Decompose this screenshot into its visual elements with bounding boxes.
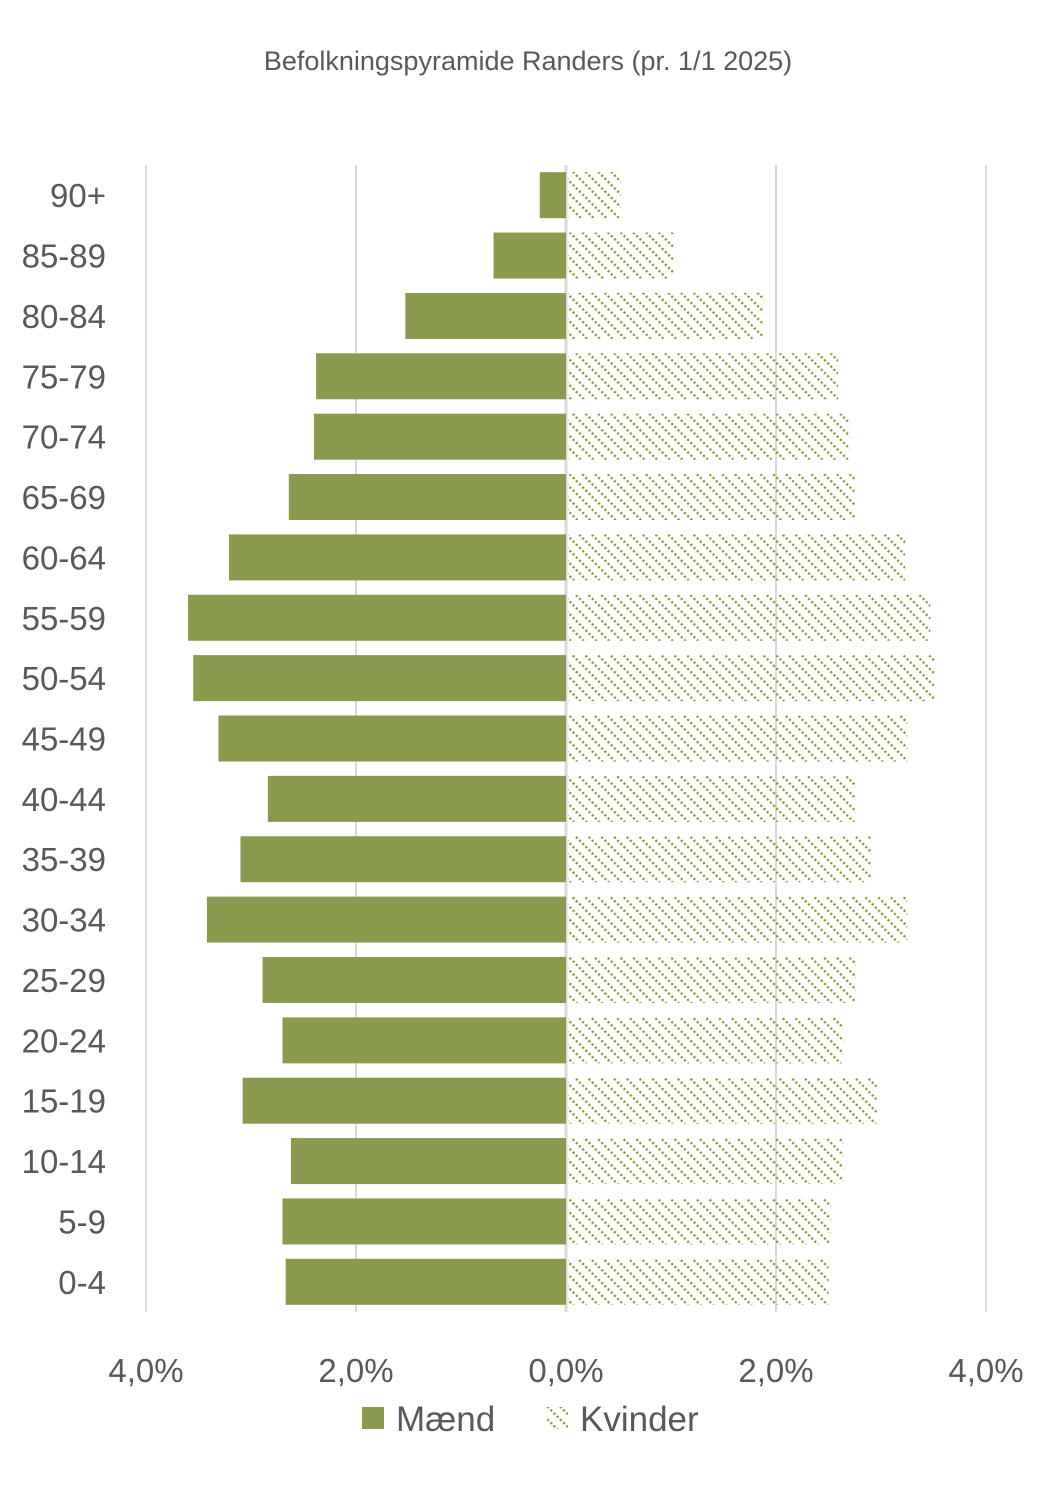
legend-swatch-kvinder [546, 1407, 568, 1429]
bar-maend [314, 413, 566, 460]
bar-maend [282, 1017, 566, 1064]
bar-kvinder [568, 956, 856, 1003]
x-tick-label: 4,0% [108, 1352, 183, 1389]
bar-maend [405, 292, 566, 339]
category-label: 55-59 [22, 600, 106, 637]
category-label: 45-49 [22, 721, 106, 758]
bar-kvinder [568, 172, 621, 219]
bar-maend [282, 1198, 566, 1245]
bar-maend [316, 353, 566, 400]
bar-kvinder [568, 775, 856, 822]
bar-maend [228, 534, 566, 581]
bar-kvinder [568, 1138, 844, 1185]
category-label: 25-29 [22, 962, 106, 999]
legend-label-maend: Mænd [396, 1400, 495, 1439]
category-label: 40-44 [22, 781, 106, 818]
category-label: 50-54 [22, 660, 106, 697]
bar-kvinder [568, 413, 850, 460]
bar-maend [206, 896, 566, 943]
category-label: 15-19 [22, 1083, 106, 1120]
category-label: 80-84 [22, 298, 106, 335]
bar-kvinder [568, 534, 906, 581]
bar-kvinder [568, 896, 908, 943]
category-label: 30-34 [22, 902, 106, 939]
bar-maend [288, 474, 566, 521]
bar-kvinder [568, 655, 935, 702]
bar-kvinder [568, 232, 675, 279]
chart-title: Befolkningspyramide Randers (pr. 1/1 202… [264, 46, 792, 76]
bar-maend [267, 775, 566, 822]
bar-kvinder [568, 1258, 829, 1305]
bar-maend [285, 1258, 566, 1305]
bar-kvinder [568, 292, 764, 339]
category-label: 90+ [50, 177, 106, 214]
bar-maend [193, 655, 566, 702]
bar-kvinder [568, 594, 931, 641]
x-tick-label: 2,0% [738, 1352, 813, 1389]
category-label: 70-74 [22, 419, 106, 456]
x-tick-label: 4,0% [948, 1352, 1023, 1389]
bar-maend [218, 715, 566, 762]
legend: Mænd Kvinder [362, 1400, 699, 1439]
bar-maend [188, 594, 566, 641]
category-label: 65-69 [22, 479, 106, 516]
bar-maend [290, 1138, 566, 1185]
category-label: 85-89 [22, 238, 106, 275]
category-label: 75-79 [22, 358, 106, 395]
bar-maend [539, 172, 566, 219]
bar-kvinder [568, 474, 855, 521]
bar-maend [240, 836, 566, 883]
bar-kvinder [568, 1077, 877, 1124]
category-label: 20-24 [22, 1022, 106, 1059]
category-label: 0-4 [58, 1264, 106, 1301]
x-tick-label: 2,0% [318, 1352, 393, 1389]
category-label: 35-39 [22, 841, 106, 878]
bar-kvinder [568, 1198, 831, 1245]
legend-label-kvinder: Kvinder [580, 1400, 699, 1439]
bar-maend [242, 1077, 566, 1124]
bar-kvinder [568, 836, 872, 883]
bar-kvinder [568, 1017, 844, 1064]
legend-swatch-maend [362, 1407, 384, 1429]
bar-kvinder [568, 353, 838, 400]
x-tick-label: 0,0% [528, 1352, 603, 1389]
bar-kvinder [568, 715, 908, 762]
category-label: 60-64 [22, 539, 106, 576]
category-label: 10-14 [22, 1143, 106, 1180]
category-label: 5-9 [58, 1203, 106, 1240]
bar-maend [262, 956, 566, 1003]
bar-maend [493, 232, 566, 279]
